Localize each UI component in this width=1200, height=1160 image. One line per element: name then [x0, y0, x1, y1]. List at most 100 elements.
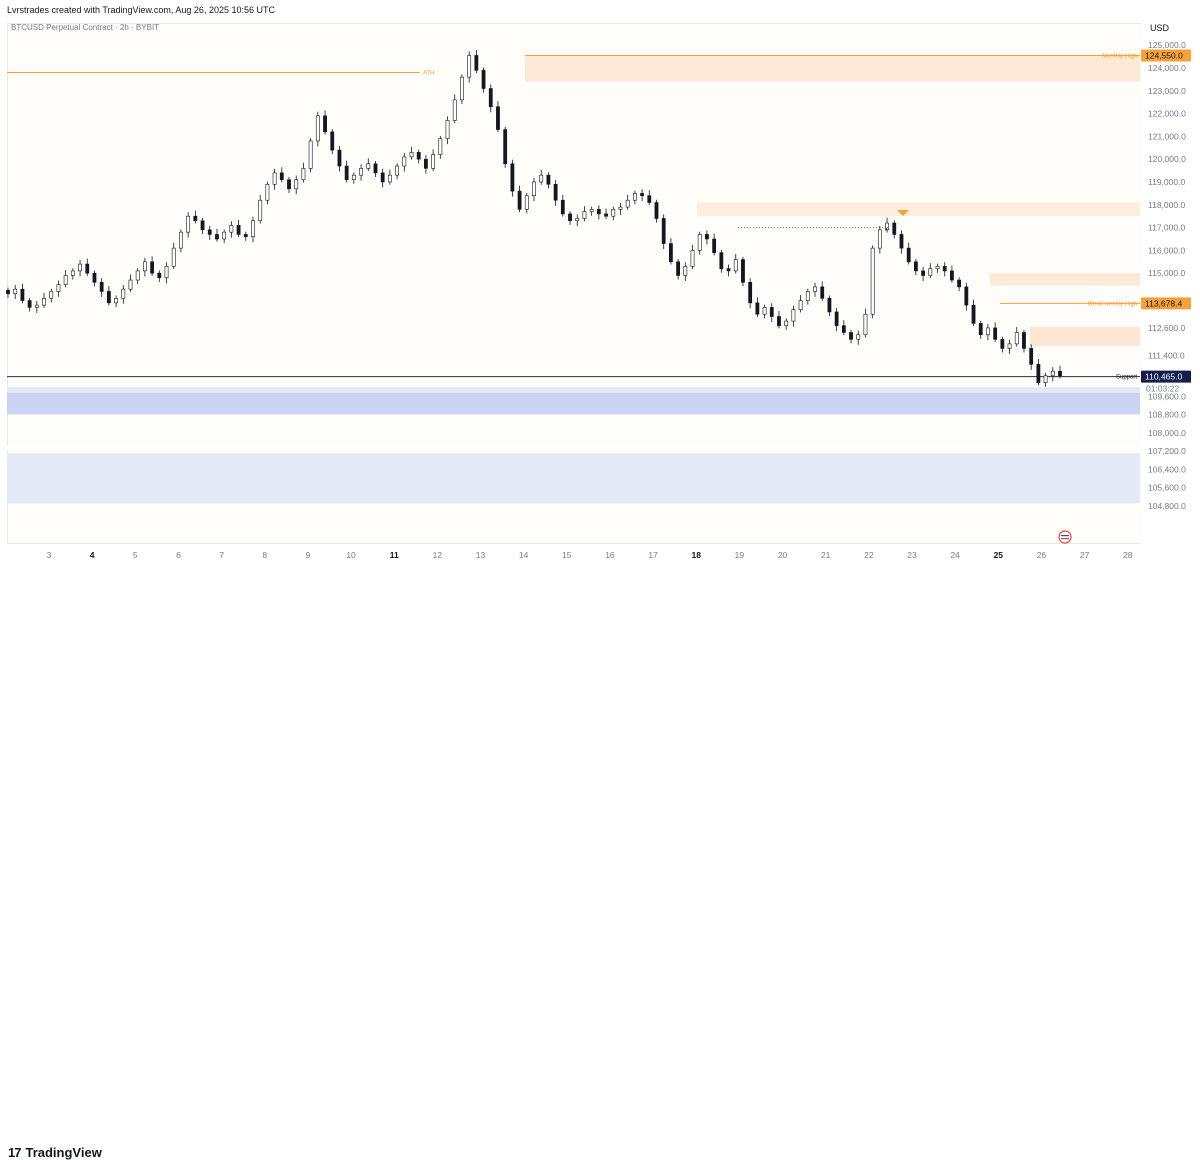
candle[interactable] [150, 261, 155, 274]
candle[interactable] [99, 282, 104, 292]
candle[interactable] [798, 300, 803, 310]
candle[interactable] [179, 231, 183, 249]
candle[interactable] [135, 270, 140, 281]
candle[interactable] [207, 229, 212, 235]
candle[interactable] [640, 193, 644, 196]
candle[interactable] [1058, 370, 1062, 377]
candle[interactable] [42, 297, 46, 306]
candle[interactable] [849, 332, 853, 340]
candle[interactable] [265, 183, 270, 201]
candle[interactable] [438, 138, 443, 155]
candle[interactable] [85, 263, 90, 274]
currency-label[interactable]: USD [1150, 23, 1170, 33]
candle[interactable] [143, 261, 147, 272]
candle[interactable] [719, 252, 724, 269]
candle[interactable] [748, 282, 753, 304]
candle[interactable] [690, 250, 695, 267]
candle[interactable] [611, 209, 616, 217]
candle[interactable] [1007, 343, 1012, 349]
candle[interactable] [402, 156, 407, 167]
candle[interactable] [546, 174, 551, 185]
candle[interactable] [978, 323, 983, 336]
candle[interactable] [726, 268, 731, 272]
candle[interactable] [863, 313, 868, 336]
candle[interactable] [625, 199, 630, 208]
candle[interactable] [957, 279, 962, 288]
candle[interactable] [524, 195, 529, 210]
candle[interactable] [913, 261, 918, 272]
candle[interactable] [618, 206, 623, 210]
candle[interactable] [200, 220, 205, 231]
candle[interactable] [741, 259, 745, 283]
candle[interactable] [885, 222, 889, 231]
candle[interactable] [661, 218, 666, 244]
candle[interactable] [986, 327, 990, 336]
candle[interactable] [128, 279, 133, 290]
candle[interactable] [1000, 339, 1005, 349]
candle[interactable] [121, 288, 126, 299]
candle[interactable] [222, 231, 227, 240]
economic-event-icon[interactable] [1058, 530, 1072, 544]
candle[interactable] [279, 172, 284, 181]
candle[interactable] [654, 202, 659, 219]
candle[interactable] [481, 69, 486, 89]
candle[interactable] [171, 247, 176, 267]
candle[interactable] [877, 229, 882, 249]
candle[interactable] [899, 234, 904, 249]
candle[interactable] [344, 165, 349, 181]
candle[interactable] [387, 174, 392, 183]
candle[interactable] [330, 131, 335, 151]
candle[interactable] [596, 209, 601, 215]
tradingview-logo[interactable]: 17 TradingView [8, 1145, 102, 1160]
candle[interactable] [337, 149, 342, 167]
candle[interactable] [539, 174, 544, 183]
candle[interactable] [13, 288, 18, 295]
candle[interactable] [805, 291, 810, 301]
candle[interactable] [78, 263, 82, 272]
candle[interactable] [575, 218, 580, 222]
candle[interactable] [532, 181, 536, 196]
candle[interactable] [445, 120, 450, 139]
candle[interactable] [164, 266, 169, 279]
candle[interactable] [70, 270, 75, 276]
candle[interactable] [697, 234, 702, 251]
candle[interactable] [942, 266, 947, 272]
candle[interactable] [813, 286, 817, 292]
candle[interactable] [841, 325, 846, 333]
candle[interactable] [157, 272, 162, 279]
candle[interactable] [452, 99, 457, 121]
candle[interactable] [56, 284, 61, 292]
candle[interactable] [777, 316, 781, 326]
candle[interactable] [474, 55, 479, 71]
candle[interactable] [243, 234, 248, 238]
candle[interactable] [92, 272, 97, 283]
candle[interactable] [906, 247, 911, 263]
candle[interactable] [964, 286, 969, 306]
candle[interactable] [553, 183, 558, 201]
candle[interactable] [683, 266, 688, 276]
candle[interactable] [186, 215, 191, 233]
candle[interactable] [258, 199, 263, 222]
candle[interactable] [308, 140, 313, 169]
candle[interactable] [236, 225, 241, 235]
candle[interactable] [114, 297, 118, 304]
candle[interactable] [395, 165, 399, 176]
candle[interactable] [193, 215, 198, 222]
candle[interactable] [380, 172, 385, 183]
candle[interactable] [669, 243, 673, 263]
candle[interactable] [928, 268, 933, 276]
candle[interactable] [366, 163, 371, 169]
candle[interactable] [409, 152, 414, 158]
candle[interactable] [1050, 370, 1055, 377]
candle[interactable] [733, 259, 738, 272]
candle[interactable] [705, 234, 709, 240]
candle[interactable] [229, 225, 234, 233]
candle[interactable] [827, 297, 832, 313]
candle[interactable] [287, 179, 291, 190]
candle[interactable] [921, 270, 925, 276]
candle[interactable] [935, 266, 940, 269]
candle[interactable] [424, 158, 428, 169]
candle[interactable] [604, 213, 608, 217]
candle[interactable] [272, 172, 277, 185]
candle[interactable] [517, 190, 522, 210]
